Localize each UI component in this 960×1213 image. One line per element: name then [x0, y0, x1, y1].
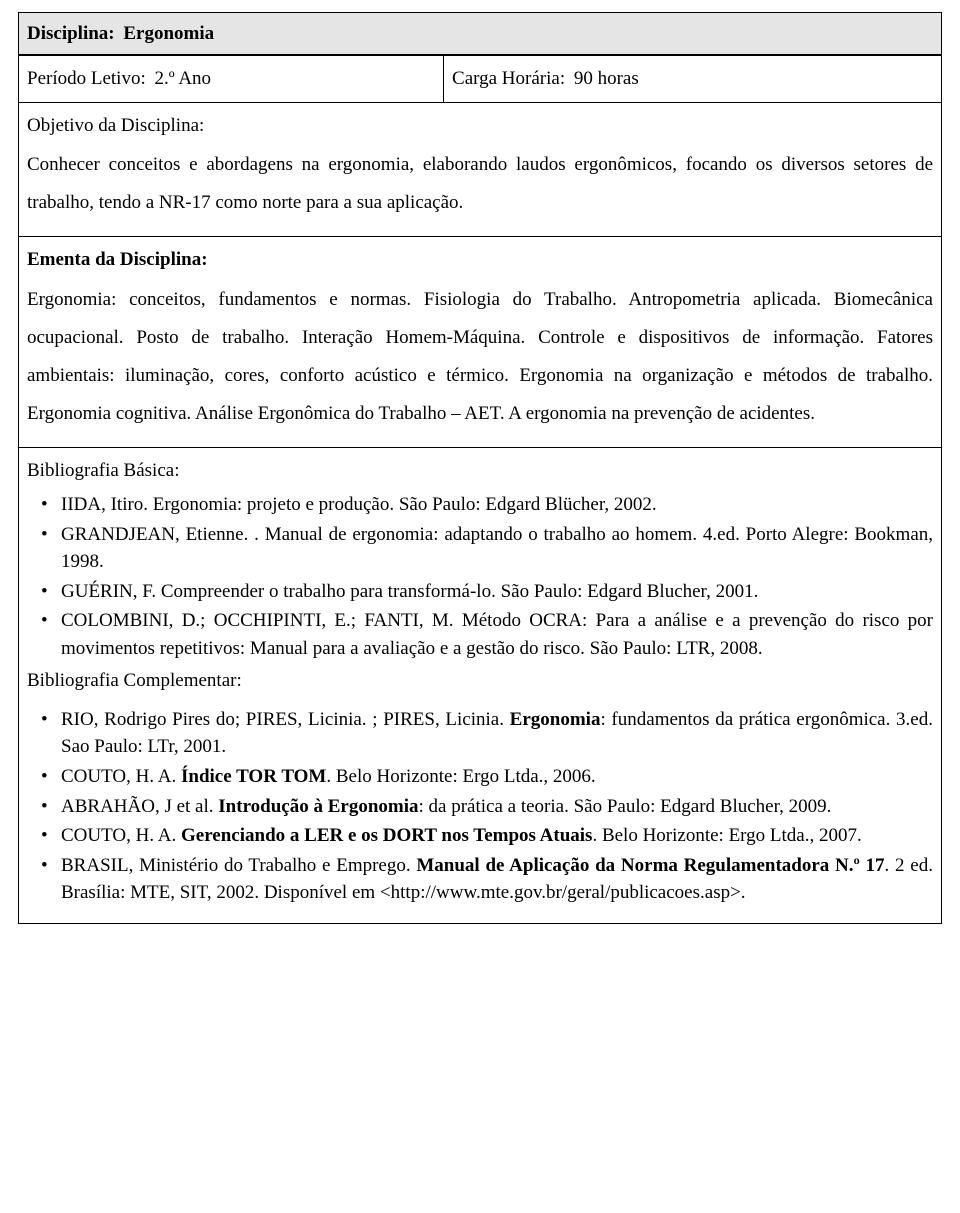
- bib-post: : da prática a teoria. São Paulo: Edgard…: [419, 796, 832, 817]
- objetivo-label: Objetivo da Disciplina:: [27, 111, 933, 140]
- disciplina-label: Disciplina:: [27, 23, 115, 44]
- periodo-cell: Período Letivo: 2.º Ano: [18, 55, 443, 102]
- bib-basica-label: Bibliografia Básica:: [27, 456, 933, 485]
- list-item: GUÉRIN, F. Compreender o trabalho para t…: [27, 578, 933, 606]
- periodo-carga-row: Período Letivo: 2.º Ano Carga Horária: 9…: [18, 55, 942, 102]
- bib-pre: BRASIL, Ministério do Trabalho e Emprego…: [61, 855, 416, 876]
- bib-text: COLOMBINI, D.; OCCHIPINTI, E.; FANTI, M.…: [61, 610, 933, 659]
- carga-cell: Carga Horária: 90 horas: [443, 55, 942, 102]
- objetivo-section: Objetivo da Disciplina: Conhecer conceit…: [18, 103, 942, 237]
- bib-bold: Introdução à Ergonomia: [218, 796, 418, 817]
- list-item: COUTO, H. A. Gerenciando a LER e os DORT…: [27, 822, 933, 850]
- list-item: GRANDJEAN, Etienne. . Manual de ergonomi…: [27, 521, 933, 576]
- bib-pre: ABRAHÃO, J et al.: [61, 796, 218, 817]
- carga-label: Carga Horária:: [452, 68, 565, 89]
- list-item: IIDA, Itiro. Ergonomia: projeto e produç…: [27, 491, 933, 519]
- bib-bold: Manual de Aplicação da Norma Regulamenta…: [416, 855, 884, 876]
- bib-text: IIDA, Itiro. Ergonomia: projeto e produç…: [61, 494, 657, 515]
- disciplina-value: Ergonomia: [123, 23, 214, 44]
- bib-bold: Índice TOR TOM: [181, 766, 326, 787]
- bib-pre: RIO, Rodrigo Pires do; PIRES, Licinia. ;…: [61, 709, 510, 730]
- list-item: BRASIL, Ministério do Trabalho e Emprego…: [27, 852, 933, 907]
- bib-text: GRANDJEAN, Etienne. . Manual de ergonomi…: [61, 524, 933, 573]
- ementa-label: Ementa da Disciplina:: [27, 245, 933, 274]
- bib-pre: COUTO, H. A.: [61, 766, 181, 787]
- bib-pre: COUTO, H. A.: [61, 825, 181, 846]
- periodo-label: Período Letivo:: [27, 68, 146, 89]
- list-item: ABRAHÃO, J et al. Introdução à Ergonomia…: [27, 793, 933, 821]
- bib-bold: Gerenciando a LER e os DORT nos Tempos A…: [181, 825, 592, 846]
- ementa-text: Ergonomia: conceitos, fundamentos e norm…: [27, 281, 933, 433]
- list-item: RIO, Rodrigo Pires do; PIRES, Licinia. ;…: [27, 706, 933, 761]
- ementa-section: Ementa da Disciplina: Ergonomia: conceit…: [18, 237, 942, 447]
- bib-comp-label: Bibliografia Complementar:: [27, 666, 933, 695]
- objetivo-text: Conhecer conceitos e abordagens na ergon…: [27, 146, 933, 222]
- periodo-value: 2.º Ano: [154, 68, 211, 89]
- bibliografia-section: Bibliografia Básica: IIDA, Itiro. Ergono…: [18, 448, 942, 924]
- bib-post: . Belo Horizonte: Ergo Ltda., 2006.: [326, 766, 595, 787]
- bib-basica-list: IIDA, Itiro. Ergonomia: projeto e produç…: [27, 491, 933, 662]
- list-item: COLOMBINI, D.; OCCHIPINTI, E.; FANTI, M.…: [27, 607, 933, 662]
- bib-text: GUÉRIN, F. Compreender o trabalho para t…: [61, 581, 758, 602]
- bib-bold: Ergonomia: [510, 709, 601, 730]
- carga-value: 90 horas: [574, 68, 639, 89]
- bib-comp-list: RIO, Rodrigo Pires do; PIRES, Licinia. ;…: [27, 706, 933, 907]
- bib-post: . Belo Horizonte: Ergo Ltda., 2007.: [592, 825, 861, 846]
- list-item: COUTO, H. A. Índice TOR TOM. Belo Horizo…: [27, 763, 933, 791]
- disciplina-header: Disciplina: Ergonomia: [18, 12, 942, 55]
